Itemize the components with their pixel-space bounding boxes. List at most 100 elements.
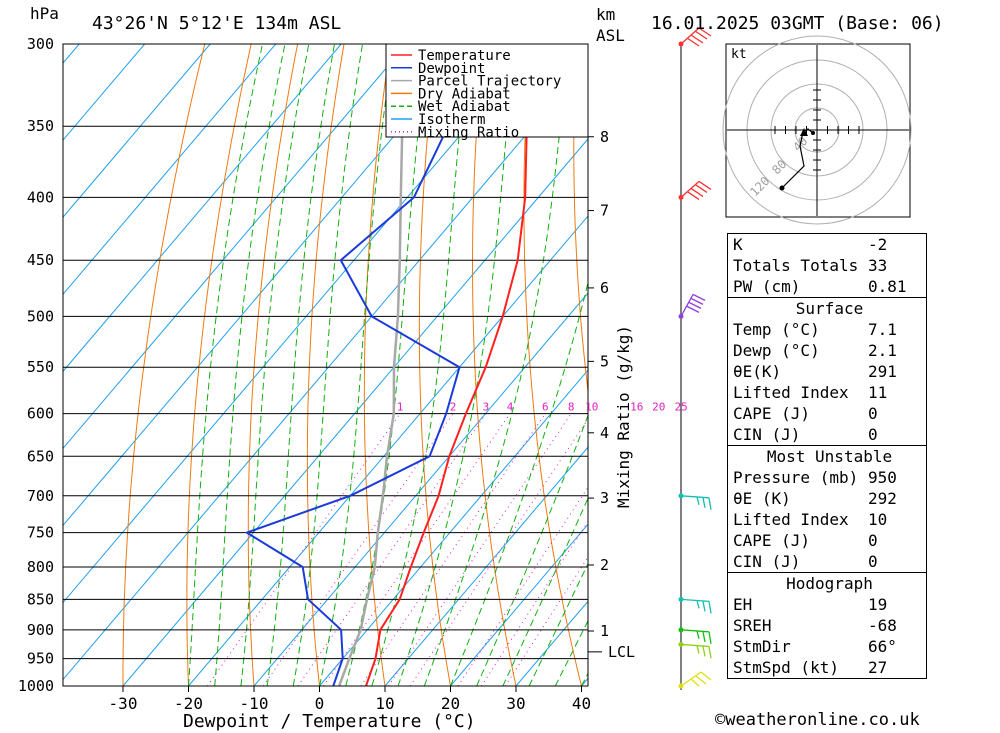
mixing-ratio-label: 8 — [568, 401, 575, 414]
pressure-tick-label: 350 — [27, 117, 54, 135]
pressure-tick-label: 400 — [27, 188, 54, 206]
wind-barb-path — [680, 629, 712, 644]
legend-label: Mixing Ratio — [418, 125, 519, 141]
indices-table: K -2 Totals Totals 33 PW (cm) 0.81 Surface … — [727, 233, 927, 679]
index-row: Dewp (°C) 2.1 — [733, 341, 897, 360]
mixing-ratio-line — [387, 413, 572, 686]
dry-adiabat-line — [122, 44, 206, 686]
copyright-link[interactable]: ©weatheronline.co.uk — [715, 710, 920, 730]
isotherm-line — [253, 292, 588, 686]
index-row: CIN (J) 0 — [733, 425, 878, 444]
x-tick-label: -20 — [174, 694, 203, 713]
legend-box — [385, 43, 589, 138]
mixing-ratio-label: 1 — [397, 401, 404, 414]
x-axis-title: Dewpoint / Temperature (°C) — [183, 711, 476, 732]
index-row: θE (K) 292 — [733, 489, 897, 508]
hodograph-unit-label: kt — [731, 47, 747, 62]
index-row: CAPE (J) 0 — [733, 531, 878, 550]
hodograph-indices: Hodograph EH 19 SREH -68 StmDir 66° StmSpd … — [727, 572, 927, 679]
general-indices: K -2 Totals Totals 33 PW (cm) 0.81 — [727, 233, 927, 298]
isotherm-line — [319, 369, 588, 686]
legend-label: Dewpoint — [418, 61, 485, 77]
legend-label: Temperature — [418, 48, 511, 64]
datetime-title: 16.01.2025 03GMT (Base: 06) — [651, 13, 944, 34]
pressure-tick-label: 900 — [27, 621, 54, 639]
pressure-tick-label: 700 — [27, 487, 54, 505]
isotherm-line — [63, 44, 211, 218]
surface-indices: Surface Temp (°C) 7.1 Dewp (°C) 2.1 θE(K) 2… — [727, 297, 927, 446]
isotherm-line — [63, 61, 588, 681]
pressure-tick-label: 550 — [27, 358, 54, 376]
mixing-ratio-label: 3 — [483, 401, 490, 414]
pressure-tick-label: 300 — [27, 35, 54, 53]
index-row: StmDir 66° — [733, 637, 897, 656]
legend-label: Parcel Trajectory — [418, 74, 561, 90]
index-row: Pressure (mb) 950 — [733, 468, 897, 487]
pressure-unit-label: hPa — [30, 4, 59, 23]
mixing-ratio-label: 6 — [542, 401, 549, 414]
sounding-curves — [244, 44, 533, 686]
legend-label: Isotherm — [418, 112, 485, 128]
x-tick-label: 40 — [572, 694, 591, 713]
km-tick-label: 4 — [600, 424, 609, 442]
wind-barb-path — [680, 27, 712, 47]
wet-adiabat-line — [214, 44, 286, 686]
wind-barb-path — [680, 643, 712, 659]
pressure-tick-label: 600 — [27, 405, 54, 423]
wind-barb — [680, 598, 712, 614]
isotherm-line — [63, 44, 146, 141]
location-title: 43°26'N 5°12'E 134m ASL — [92, 13, 341, 34]
height-axis: 8 7 6 5 4 3 2 1 LCL — [588, 128, 635, 661]
wet-adiabat-line — [240, 44, 310, 686]
wind-barb — [680, 27, 712, 47]
dry-adiabat-line — [306, 44, 345, 686]
wet-adiabat-line — [397, 44, 516, 686]
dry-adiabat-line — [573, 44, 588, 396]
isotherm-line — [384, 446, 588, 686]
km-tick-label: 3 — [600, 489, 609, 507]
most-unstable-title: Most Unstable — [766, 447, 893, 466]
x-tick-label: -30 — [109, 694, 138, 713]
x-tick-label: 30 — [506, 694, 525, 713]
most-unstable-indices: Most Unstable Pressure (mb) 950 θE (K) 292… — [727, 445, 927, 573]
hodograph-ring — [722, 35, 912, 225]
isotherm-line — [122, 138, 588, 686]
wind-barb-path — [680, 180, 712, 200]
mixing-ratio-line — [504, 556, 588, 686]
pressure-tick-label: 1000 — [18, 677, 54, 695]
wet-adiabat-line — [345, 44, 430, 686]
pressure-tick-label: 650 — [27, 447, 54, 465]
x-tick-label: 20 — [441, 694, 460, 713]
y2-axis-title: Mixing Ratio (g/kg) — [614, 325, 633, 508]
pressure-tick-label: 450 — [27, 251, 54, 269]
index-row: SREH -68 — [733, 616, 897, 635]
wind-barb-path — [680, 671, 712, 687]
legend-label: Dry Adiabat — [418, 86, 511, 102]
km-tick-label: 6 — [600, 279, 609, 297]
index-row: StmSpd (kt) 27 — [733, 658, 888, 677]
x-tick-label: 10 — [375, 694, 394, 713]
mixing-ratio-labels: 1 2 3 4 6 8 10 16 20 25 — [397, 401, 688, 414]
x-tick-label: 0 — [315, 694, 325, 713]
isotherm-line — [63, 44, 277, 296]
isotherm-line — [188, 215, 588, 686]
isotherm-line — [63, 44, 342, 373]
hodograph-title: Hodograph — [786, 574, 873, 593]
km-tick-label: 5 — [600, 352, 609, 370]
mixing-ratio-line — [297, 413, 487, 686]
mixing-ratio-line — [262, 413, 454, 686]
index-row: Temp (°C) 7.1 — [733, 320, 897, 339]
isotherm-line — [63, 44, 408, 450]
wind-barb — [680, 180, 712, 200]
isotherm-line — [0, 44, 14, 686]
wet-adiabat-line — [292, 44, 363, 686]
pressure-tick-label: 500 — [27, 307, 54, 325]
pressure-tick-label: 800 — [27, 558, 54, 576]
wind-barb-path — [680, 495, 712, 510]
pressure-tick-label: 850 — [27, 590, 54, 608]
dry-adiabat-line — [994, 44, 1000, 686]
wind-barb — [680, 495, 712, 510]
